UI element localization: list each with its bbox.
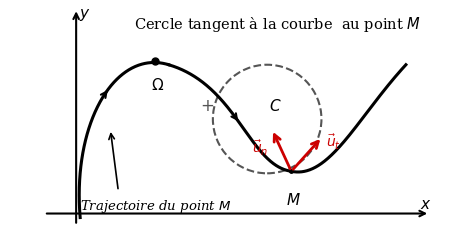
Text: Trajectoire du point $M$: Trajectoire du point $M$ [80, 197, 232, 214]
Text: $M$: $M$ [286, 191, 301, 207]
Text: $C$: $C$ [269, 97, 282, 113]
Text: $x$: $x$ [420, 196, 432, 211]
Text: +: + [200, 97, 214, 114]
Text: $\vec{u}_t$: $\vec{u}_t$ [326, 133, 341, 152]
Text: $\Omega$: $\Omega$ [151, 77, 164, 93]
Text: $y$: $y$ [79, 7, 91, 23]
Text: $\vec{u}_n$: $\vec{u}_n$ [252, 138, 269, 157]
Text: Cercle tangent à la courbe  au point $M$: Cercle tangent à la courbe au point $M$ [134, 15, 421, 34]
